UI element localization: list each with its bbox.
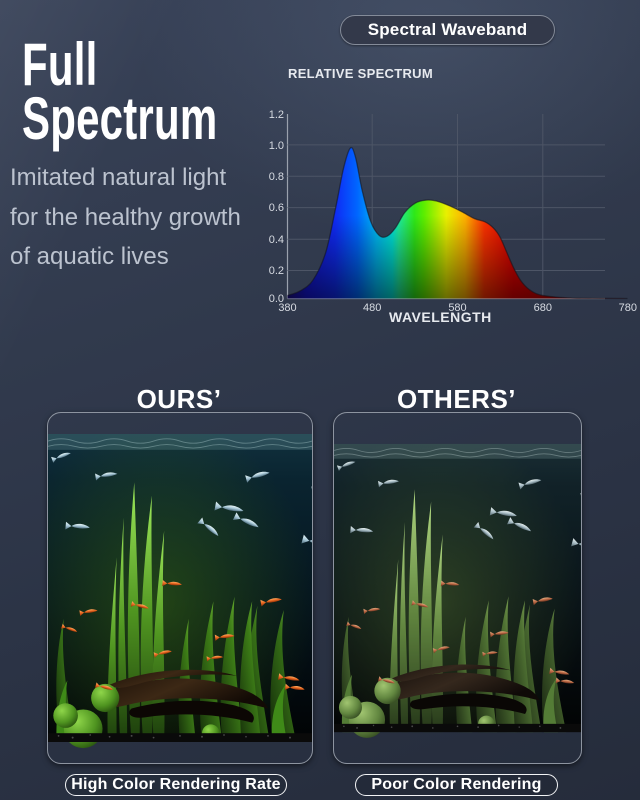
svg-text:0.6: 0.6	[269, 202, 284, 214]
svg-text:0.2: 0.2	[269, 265, 284, 277]
svg-text:0.8: 0.8	[269, 171, 284, 183]
svg-text:1.2: 1.2	[269, 109, 284, 121]
svg-text:480: 480	[363, 302, 381, 314]
svg-text:680: 680	[534, 302, 552, 314]
svg-text:580: 580	[448, 302, 466, 314]
svg-text:0.4: 0.4	[269, 234, 284, 246]
svg-text:1.0: 1.0	[269, 140, 284, 152]
svg-text:780: 780	[619, 302, 637, 314]
svg-text:380: 380	[278, 302, 296, 314]
